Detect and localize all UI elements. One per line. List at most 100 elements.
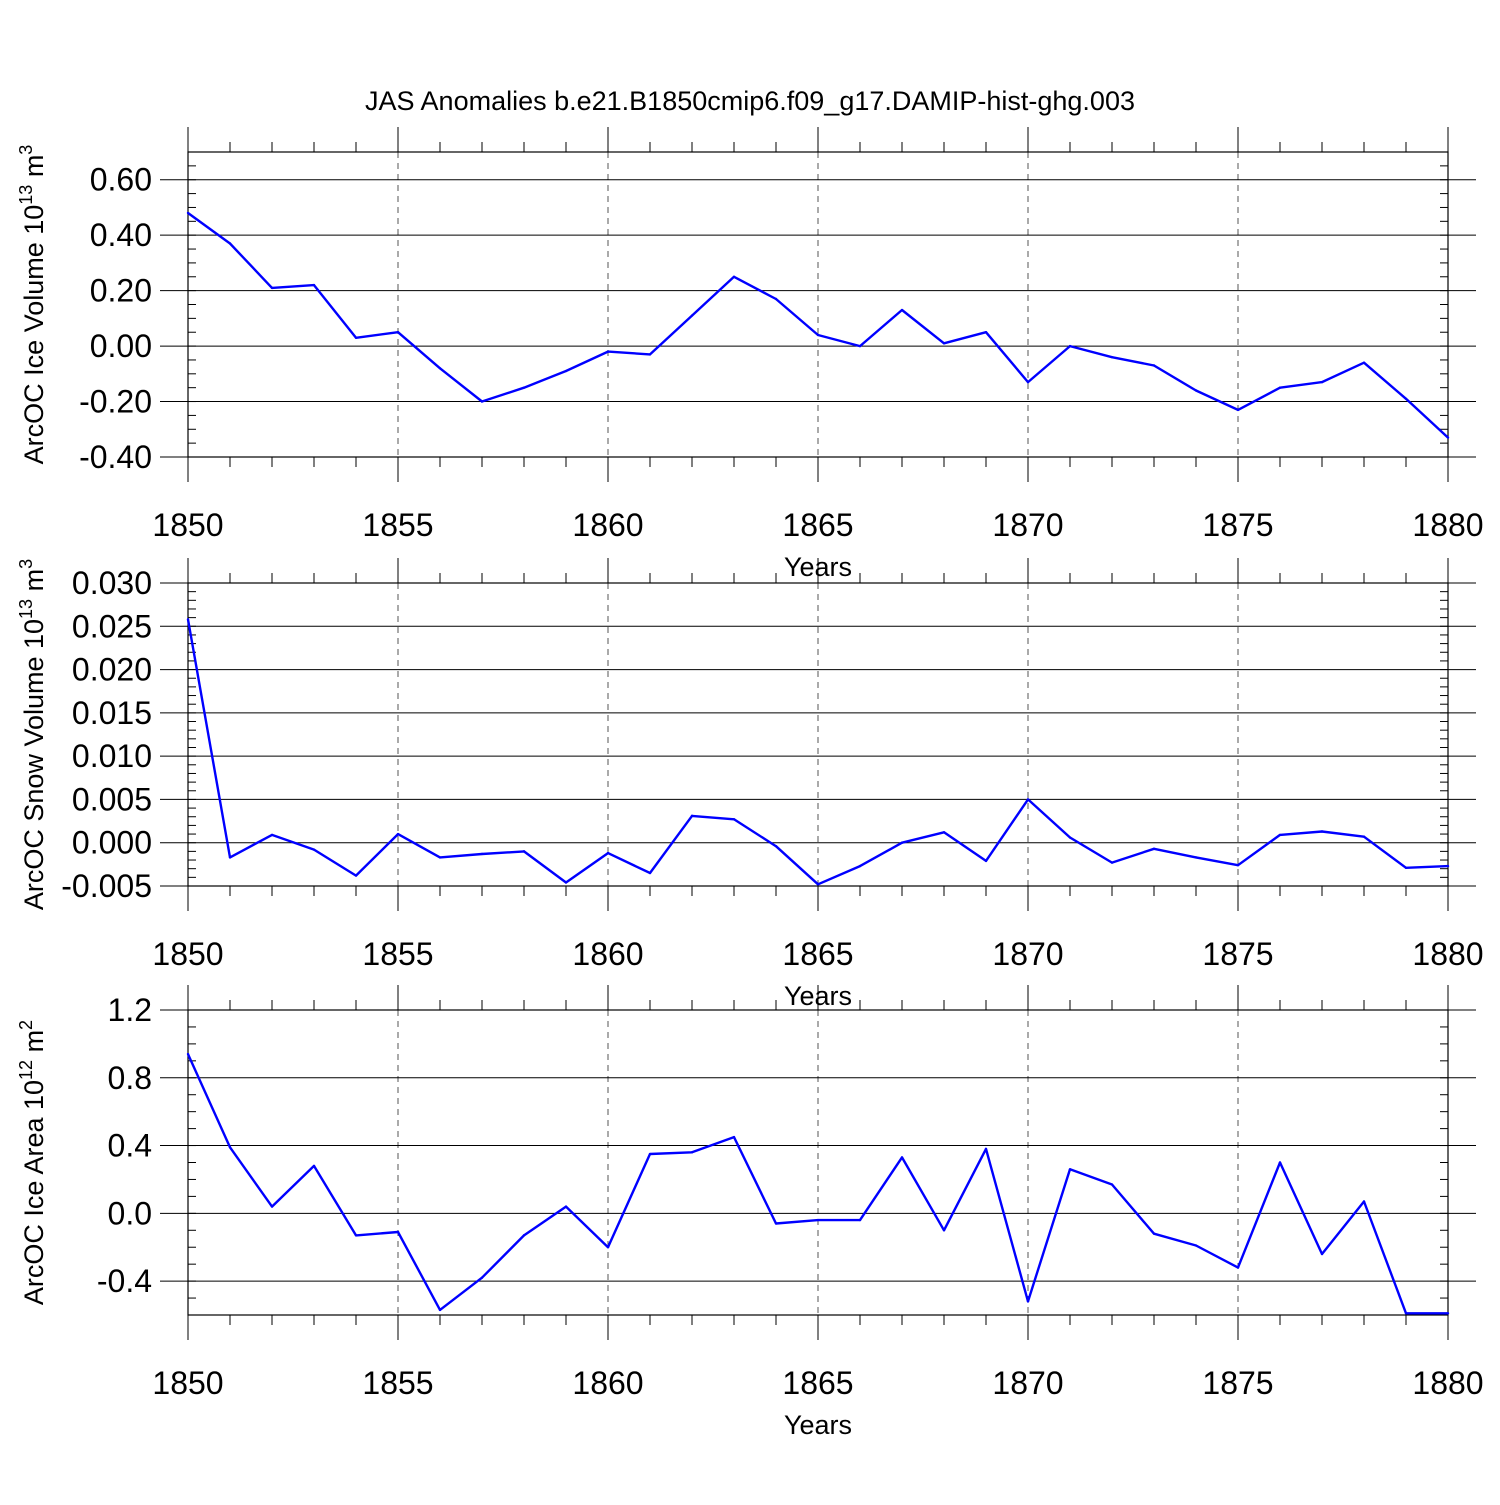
data-point xyxy=(774,1222,778,1225)
panel-snow-volume: -0.005 0.000 0.005 0.010 0.015 0.020 0.025 0.03… xyxy=(16,558,1484,1011)
y-axis-label-exponent: 13 xyxy=(16,185,36,205)
x-tick-label: 1875 xyxy=(1202,1365,1273,1401)
y-axis-label-main: ArcOC Ice Volume 10 xyxy=(19,205,49,465)
data-point xyxy=(1236,864,1240,867)
data-point xyxy=(900,1156,904,1159)
y-tick-label: 0.030 xyxy=(72,565,152,601)
y-tick-label: 0.005 xyxy=(72,781,152,817)
data-point xyxy=(1068,1168,1072,1171)
y-axis-label-unit-exponent: 2 xyxy=(16,1020,36,1030)
data-point xyxy=(774,844,778,848)
x-tick-label: 1850 xyxy=(152,507,223,543)
x-tick-label: 1880 xyxy=(1412,936,1483,972)
x-tick-label: 1865 xyxy=(782,507,853,543)
x-tick-label: 1855 xyxy=(362,936,433,972)
data-point xyxy=(606,851,610,855)
data-point xyxy=(606,350,610,353)
data-point xyxy=(1236,1266,1240,1269)
y-axis-label-main: ArcOC Ice Area 10 xyxy=(19,1080,49,1305)
data-point xyxy=(1110,355,1114,359)
y-tick-label: 0.020 xyxy=(72,652,152,688)
y-tick-label: -0.005 xyxy=(61,868,152,904)
x-tick-label: 1870 xyxy=(992,936,1063,972)
data-point xyxy=(1026,1300,1030,1303)
y-tick-label: -0.40 xyxy=(79,439,152,475)
data-point xyxy=(732,1135,736,1139)
data-point xyxy=(648,871,652,875)
x-tick-label: 1865 xyxy=(782,1365,853,1401)
y-axis-label: ArcOC Snow Volume 1013 m3 xyxy=(16,559,49,910)
data-point xyxy=(564,1205,568,1208)
data-point xyxy=(1068,344,1072,348)
data-point xyxy=(1278,1161,1282,1164)
data-point xyxy=(522,1234,526,1237)
data-point xyxy=(1278,833,1282,837)
data-point xyxy=(1320,1252,1324,1256)
x-tick-label: 1875 xyxy=(1202,936,1273,972)
data-point xyxy=(942,342,946,345)
data-point xyxy=(1320,380,1324,384)
data-point xyxy=(228,242,232,245)
data-point xyxy=(606,1246,610,1249)
data-point xyxy=(1236,408,1240,412)
y-axis-label-unit-exponent: 3 xyxy=(16,559,36,569)
data-point xyxy=(438,856,442,859)
x-axis-label: Years xyxy=(784,1410,852,1440)
data-point xyxy=(942,1229,946,1232)
data-point xyxy=(900,841,904,844)
data-point xyxy=(816,333,820,337)
plot-frame xyxy=(187,1009,1449,1316)
y-axis-label-unit: m xyxy=(19,569,49,599)
y-axis-label-unit: m xyxy=(19,155,49,185)
y-axis-label: ArcOC Ice Volume 1013 m3 xyxy=(16,145,49,465)
y-tick-label: 1.2 xyxy=(108,992,152,1028)
figure-title: JAS Anomalies b.e21.B1850cmip6.f09_g17.D… xyxy=(365,86,1135,116)
y-tick-label: 0.00 xyxy=(90,328,152,364)
data-point xyxy=(438,367,442,370)
data-point xyxy=(1404,866,1408,870)
data-point xyxy=(1152,364,1156,367)
y-tick-label: 0.015 xyxy=(72,695,152,731)
x-tick-label: 1850 xyxy=(152,1365,223,1401)
data-point xyxy=(564,881,568,884)
data-point xyxy=(312,283,316,287)
data-point xyxy=(1068,836,1072,839)
y-tick-label: 0.8 xyxy=(108,1060,152,1096)
data-point xyxy=(186,618,190,621)
data-point xyxy=(228,1146,232,1149)
data-point xyxy=(1446,1312,1450,1315)
data-point xyxy=(648,1152,652,1156)
data-point xyxy=(480,852,484,856)
data-point xyxy=(312,848,316,851)
data-point xyxy=(354,336,358,339)
x-tick-label: 1880 xyxy=(1412,1365,1483,1401)
data-point xyxy=(732,275,736,278)
x-tick-label: 1870 xyxy=(992,1365,1063,1401)
x-tick-label: 1870 xyxy=(992,507,1063,543)
data-point xyxy=(858,864,862,868)
data-point xyxy=(186,1052,190,1056)
data-point xyxy=(1194,389,1198,392)
plot-frame xyxy=(187,151,1449,458)
data-point xyxy=(270,1205,274,1208)
x-tick-label: 1860 xyxy=(572,507,643,543)
data-point xyxy=(1026,798,1030,801)
y-tick-label: 0.20 xyxy=(90,273,152,309)
y-tick-label: 0.0 xyxy=(108,1195,152,1231)
panel-ice-area: -0.4 0.0 0.4 0.8 1.2 1850 1855 1860 1865 1870 1875… xyxy=(16,985,1484,1440)
x-tick-label: 1875 xyxy=(1202,507,1273,543)
data-point xyxy=(816,883,820,886)
x-tick-label: 1850 xyxy=(152,936,223,972)
data-point xyxy=(732,818,736,821)
data-point xyxy=(564,369,568,373)
y-tick-label: 0.60 xyxy=(90,162,152,198)
data-point xyxy=(690,814,694,818)
data-point xyxy=(942,831,946,834)
data-point xyxy=(1278,386,1282,389)
data-point xyxy=(858,344,862,348)
data-point xyxy=(186,211,190,215)
data-point xyxy=(1110,861,1114,864)
y-tick-label: 0.010 xyxy=(72,738,152,774)
y-axis-label-unit-exponent: 3 xyxy=(16,145,36,155)
